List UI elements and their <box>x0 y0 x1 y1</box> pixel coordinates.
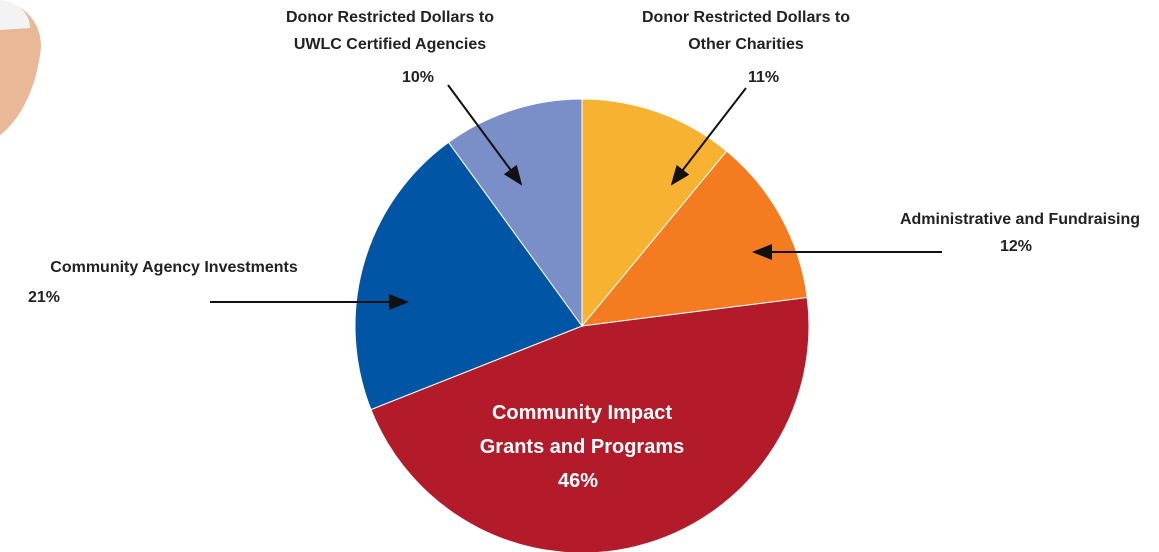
pie-slice <box>581 98 728 328</box>
pie-slice <box>354 141 583 411</box>
sleeve <box>0 0 30 30</box>
arm-photo <box>0 0 41 135</box>
slice-label: Administrative and Fundraising <box>899 211 1140 228</box>
arrow <box>447 84 523 186</box>
arrows <box>210 84 942 310</box>
percent-label: 10% <box>402 69 435 86</box>
pie-slice <box>370 296 810 552</box>
arrow <box>670 87 747 186</box>
slice-label: Donor Restricted Dollars to Other Charit… <box>641 9 851 53</box>
slice-label: Community Agency Investments <box>50 259 298 276</box>
percent-label: 46% <box>558 470 599 492</box>
pie-slice <box>580 150 808 327</box>
slice-label: Community Impact Grants and Programs <box>479 402 685 458</box>
percent-label: 11% <box>748 69 780 86</box>
pie-slice <box>447 98 583 328</box>
slice-label: Donor Restricted Dollars to UWLC Certifi… <box>285 9 495 53</box>
percent-label: 12% <box>1000 238 1033 255</box>
percent-label: 21% <box>28 289 61 306</box>
